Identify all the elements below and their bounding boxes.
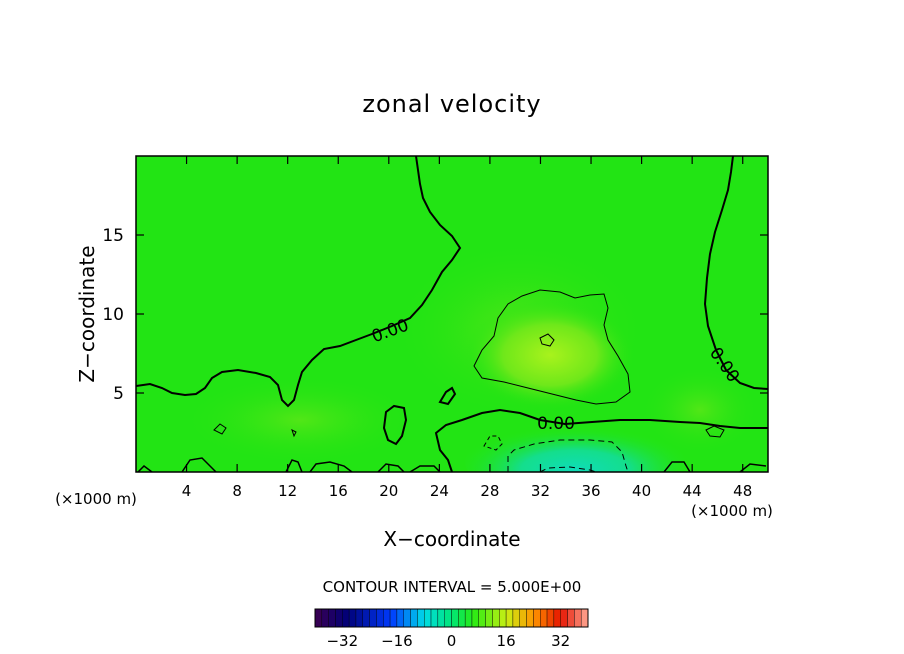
colorbar-cell: [389, 608, 398, 628]
contour-positive-right: [705, 425, 725, 438]
colorbar-cell: [403, 608, 411, 628]
x-tick-label: 24: [430, 482, 449, 500]
colorbar: [314, 608, 589, 628]
x-tick-label: 20: [379, 482, 398, 500]
chart-title: zonal velocity: [362, 90, 541, 118]
colorbar-cell: [376, 608, 384, 628]
colorbar-cell: [485, 608, 493, 628]
contour-negative-5: [507, 439, 629, 472]
contour-zero-right: [703, 156, 768, 390]
colorbar-cell: [314, 608, 323, 628]
colorbar-cell: [458, 608, 466, 628]
colorbar-cell: [471, 608, 480, 628]
colorbar-cell: [410, 608, 418, 628]
colorbar-tick-label: 0: [447, 632, 457, 650]
colorbar-cell: [348, 608, 357, 628]
x-unit-label-right: (×1000 m): [691, 502, 773, 520]
colorbar-cell: [362, 608, 370, 628]
colorbar-tick-label: −32: [326, 632, 358, 650]
colorbar-ticks: −32 −16 0 16 32: [326, 632, 570, 650]
x-tick-label: 48: [733, 482, 752, 500]
colorbar-cell: [464, 608, 473, 628]
colorbar-frame: [314, 608, 589, 628]
colorbar-cell: [342, 608, 350, 628]
y-axis-ticks: 5 10 15: [102, 226, 768, 404]
colorbar-cell: [574, 608, 582, 628]
colorbar-cell: [478, 608, 486, 628]
colorbar-cell: [328, 608, 336, 628]
x-axis-label: X−coordinate: [383, 527, 520, 551]
colorbar-cell: [383, 608, 391, 628]
x-tick-label: 32: [531, 482, 550, 500]
colorbar-cell: [335, 608, 343, 628]
contour-negative-small: [483, 435, 503, 451]
contour-positive-small: [539, 333, 555, 347]
colorbar-tick-label: 32: [551, 632, 570, 650]
x-tick-label: 16: [329, 482, 348, 500]
colorbar-cell: [499, 608, 507, 628]
contour-label-lower: 0.00: [537, 414, 575, 434]
colorbar-cell: [567, 608, 575, 628]
y-axis-label: Z−coordinate: [75, 245, 99, 382]
colorbar-cell: [546, 608, 555, 628]
negative-flow-core: [465, 422, 685, 472]
colorbar-cell: [540, 608, 548, 628]
colorbar-cell: [451, 608, 459, 628]
colorbar-tick-label: 16: [497, 632, 516, 650]
colorbar-cell: [492, 608, 500, 628]
x-axis-ticks: 4 8 12 16 20 24 28 32 36 40 44 48: [182, 156, 752, 500]
contour-zero-main: [136, 156, 462, 408]
colorbar-cell: [424, 608, 432, 628]
colorbar-cell: [369, 608, 377, 628]
x-tick-label: 12: [278, 482, 297, 500]
x-tick-label: 8: [232, 482, 242, 500]
y-tick-label: 5: [113, 384, 124, 404]
colorbar-cell: [526, 608, 534, 628]
colorbar-cell: [553, 608, 561, 628]
colorbar-cell: [505, 608, 514, 628]
colorbar-tick-label: −16: [381, 632, 413, 650]
contour-positive-jet: [473, 289, 631, 405]
contour-zero-lower: [434, 408, 768, 472]
contour-zero-blob-a: [382, 404, 408, 446]
weak-positive-region-right: [640, 365, 760, 455]
colorbar-cell: [396, 608, 404, 628]
colorbar-cell: [560, 608, 568, 628]
colorbar-cell: [430, 608, 439, 628]
heatmap-field: [136, 156, 768, 472]
contour-negative-10: [539, 466, 597, 472]
colorbar-cell: [417, 608, 425, 628]
x-tick-label: 44: [683, 482, 702, 500]
contour-positive-left: [213, 423, 297, 438]
x-tick-label: 36: [581, 482, 600, 500]
contour-zero-surface: [137, 457, 767, 472]
contour-interval-text: CONTOUR INTERVAL = 5.000E+00: [323, 578, 582, 596]
colorbar-cell: [321, 608, 329, 628]
colorbar-cell: [512, 608, 520, 628]
x-unit-label-left: (×1000 m): [55, 490, 137, 508]
weak-positive-region-left: [180, 375, 420, 465]
x-tick-label: 4: [182, 482, 192, 500]
colorbar-cell: [355, 608, 363, 628]
colorbar-cell: [533, 608, 541, 628]
colorbar-cell: [437, 608, 445, 628]
x-tick-label: 40: [632, 482, 651, 500]
x-tick-label: 28: [480, 482, 499, 500]
colorbar-cell: [444, 608, 452, 628]
colorbar-cell: [519, 608, 527, 628]
y-tick-label: 10: [102, 305, 124, 325]
colorbar-cell: [580, 608, 589, 628]
contour-zero-blob-b: [438, 386, 457, 406]
y-tick-label: 15: [102, 226, 124, 246]
